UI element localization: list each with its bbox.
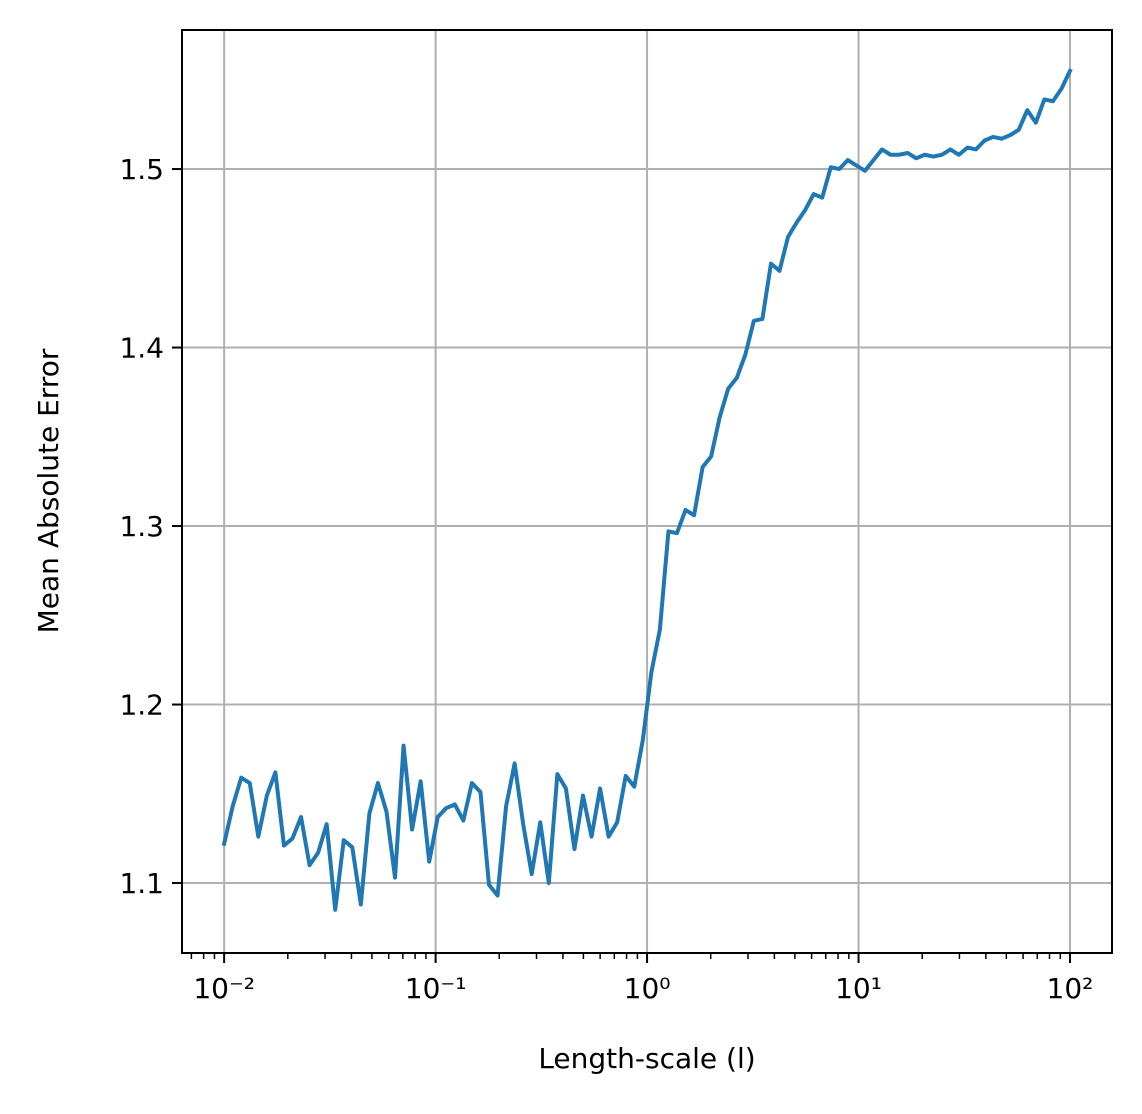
x-tick-label: 10⁻¹ xyxy=(405,972,467,1005)
x-tick-label: 10² xyxy=(1047,972,1094,1005)
data-line xyxy=(221,68,1073,912)
y-tick-label: 1.1 xyxy=(119,867,164,900)
y-tick-label: 1.2 xyxy=(119,689,164,722)
x-axis-label: Length-scale (l) xyxy=(538,1042,755,1075)
x-tick-label: 10¹ xyxy=(835,972,882,1005)
y-tick-label: 1.5 xyxy=(119,153,164,186)
x-tick-label: 10⁻² xyxy=(193,972,255,1005)
x-tick-label: 10⁰ xyxy=(624,972,671,1005)
y-tick-label: 1.4 xyxy=(119,332,164,365)
y-tick-label: 1.3 xyxy=(119,510,164,543)
y-axis-label: Mean Absolute Error xyxy=(32,348,65,633)
